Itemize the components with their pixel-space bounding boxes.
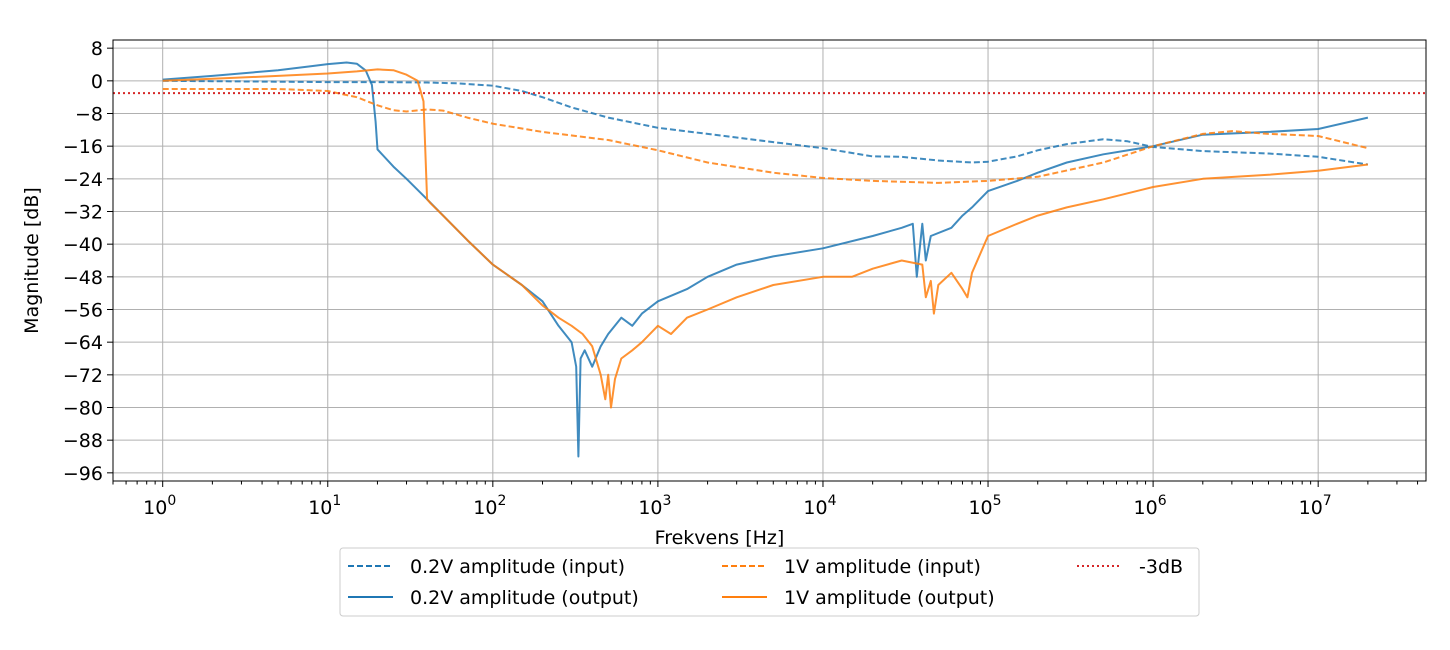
- x-tick-label: 100: [143, 493, 176, 519]
- axes: 8 0 −8 −16 −24 −32 −40 −48 −56 −64 −72 −80 −88 −96 100…: [63, 38, 1419, 519]
- legend-label-series-0: 0.2V amplitude (input): [410, 556, 625, 578]
- legend-label-series-1: 0.2V amplitude (output): [410, 587, 639, 609]
- y-tick-label: −16: [63, 136, 103, 158]
- x-tick-label: 104: [803, 493, 836, 519]
- y-axis-label: Magnitude [dB]: [21, 187, 43, 334]
- y-tick-label: −56: [63, 300, 103, 322]
- plot-frame: [112, 39, 1427, 482]
- y-tick-label: −96: [63, 463, 103, 485]
- grid: [113, 40, 1426, 481]
- y-tick-label: −88: [63, 430, 103, 452]
- y-tick-label: 0: [91, 71, 103, 93]
- x-tick-label: 107: [1299, 493, 1332, 519]
- x-tick-label: 102: [473, 493, 506, 519]
- x-axis-label: Frekvens [Hz]: [655, 527, 785, 549]
- y-tick-label: −32: [63, 202, 103, 224]
- y-tick-label: −64: [63, 332, 103, 354]
- series-line-1: [162, 61, 1369, 458]
- legend-label-series-3: 1V amplitude (output): [784, 587, 995, 609]
- legend-box: [339, 547, 1200, 617]
- legend-label-series-4: -3dB: [1139, 556, 1183, 578]
- x-tick-label: 103: [638, 493, 671, 519]
- y-tick-label: −40: [63, 234, 103, 256]
- y-tick-label: −24: [63, 169, 103, 191]
- x-tick-label: 106: [1134, 493, 1167, 519]
- y-tick-label: −48: [63, 267, 103, 289]
- plot-area: [113, 61, 1426, 458]
- x-tick-label: 101: [308, 493, 341, 519]
- series-line-3: [162, 68, 1369, 409]
- y-tick-label: −8: [75, 104, 103, 126]
- y-tick-label: 8: [91, 38, 103, 60]
- legend-label-series-2: 1V amplitude (input): [784, 556, 981, 578]
- x-tick-label: 105: [968, 493, 1001, 519]
- legend: 0.2V amplitude (input) 0.2V amplitude (o…: [339, 547, 1200, 617]
- series-line-2: [162, 88, 1369, 184]
- y-tick-label: −72: [63, 365, 103, 387]
- series-line-0: [162, 79, 1369, 166]
- y-tick-label: −80: [63, 398, 103, 420]
